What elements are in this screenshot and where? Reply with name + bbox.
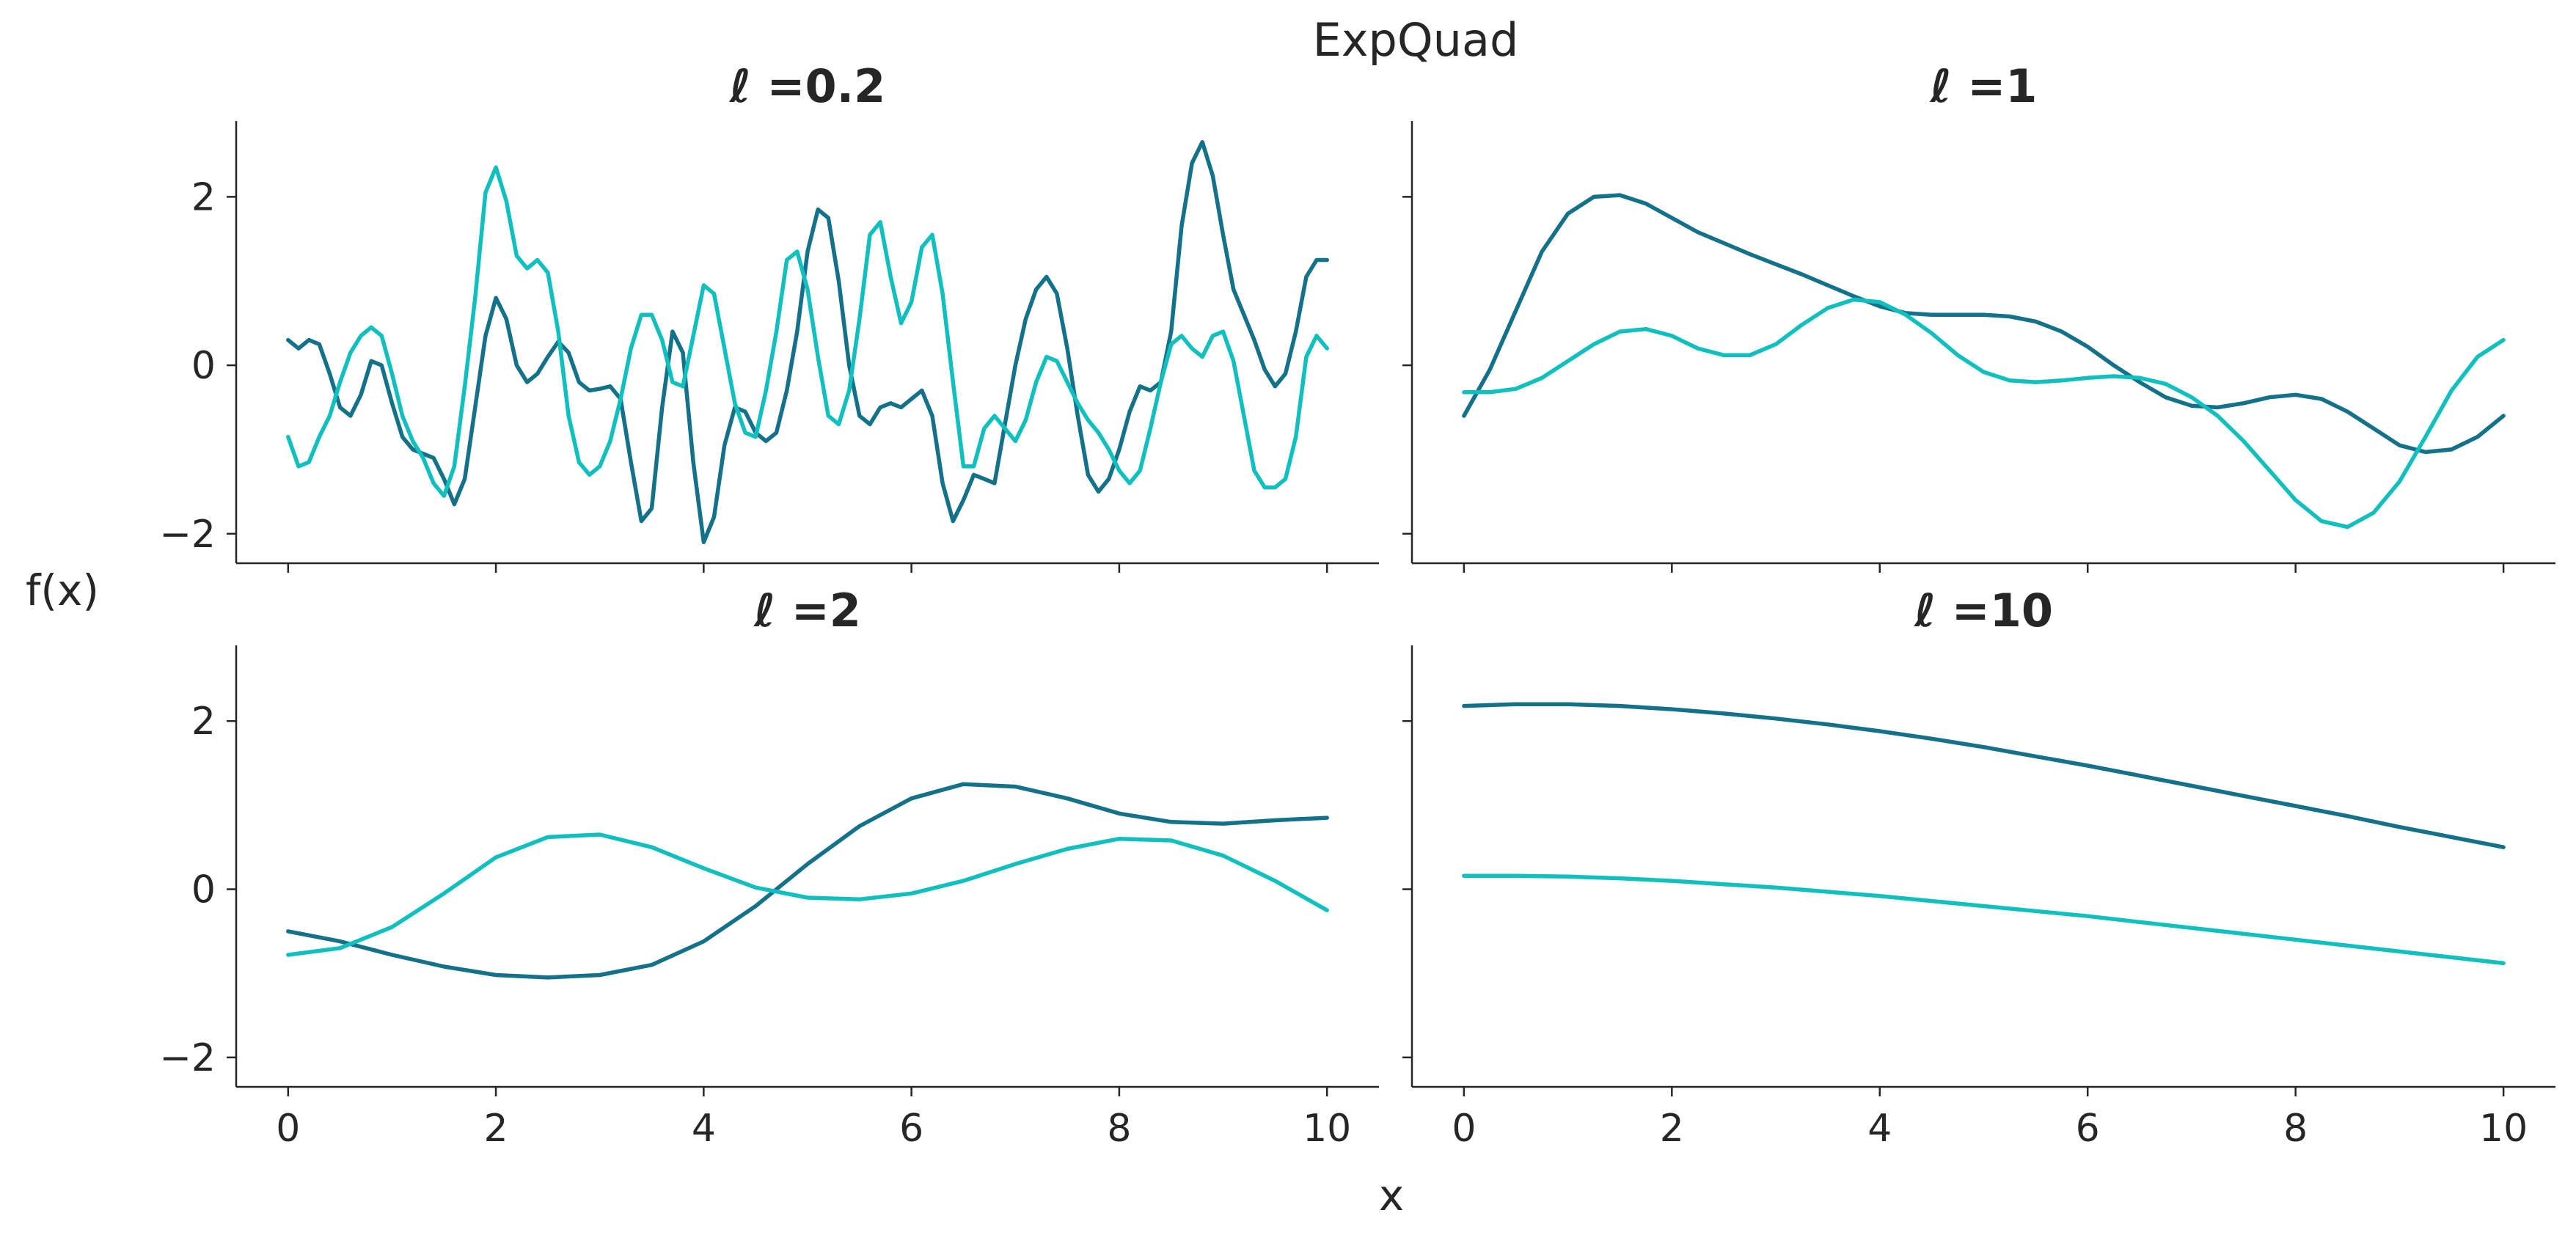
x-axis-label: x bbox=[1379, 1170, 1404, 1220]
panel-3-x-tick-label: 2 bbox=[1660, 1107, 1684, 1151]
panel-2-series-1-line bbox=[286, 832, 1329, 957]
panel-3-title: ℓ =10 bbox=[1914, 584, 2053, 637]
panel-0-y-tick-label: 0 bbox=[191, 344, 216, 388]
figure-title: ExpQuad bbox=[1313, 13, 1519, 67]
panel-0: ℓ =0.2 −2 0 2 bbox=[159, 59, 1379, 573]
panel-3-x-tick-label: 4 bbox=[1867, 1107, 1892, 1151]
panel-0-y-tick-label: 2 bbox=[191, 175, 216, 219]
panel-2-title: ℓ =2 bbox=[753, 584, 861, 637]
panel-2-x-tick-label: 4 bbox=[692, 1107, 716, 1151]
panel-0-title: ℓ =0.2 bbox=[729, 59, 886, 113]
panel-2: ℓ =2 −2 0 2 0 2 4 6 8 10 bbox=[159, 584, 1379, 1151]
panel-3-x-tick-label: 6 bbox=[2076, 1107, 2100, 1151]
panel-2-x-tick-label: 10 bbox=[1303, 1107, 1351, 1151]
panel-0-series-1-line bbox=[286, 165, 1329, 498]
panel-2-y-tick-label: −2 bbox=[159, 1036, 216, 1080]
panel-1-title: ℓ =1 bbox=[1930, 59, 2038, 113]
panel-1-series-0-line bbox=[1462, 193, 2506, 455]
panel-3-x-tick-label: 0 bbox=[1452, 1107, 1476, 1151]
panel-3-x-tick-label: 8 bbox=[2283, 1107, 2308, 1151]
panel-0-y-tick-label: −2 bbox=[159, 513, 216, 557]
panel-2-y-tick-label: 2 bbox=[191, 700, 216, 744]
panel-3-series-1-line bbox=[1462, 873, 2506, 966]
panel-1-series-1-line bbox=[1462, 297, 2506, 529]
panel-3: ℓ =10 0 2 4 6 8 10 bbox=[1402, 584, 2555, 1151]
y-axis-label: f(x) bbox=[26, 565, 99, 615]
panel-2-x-tick-label: 6 bbox=[899, 1107, 923, 1151]
panel-3-series-0-line bbox=[1462, 702, 2506, 849]
panel-2-x-tick-label: 0 bbox=[276, 1107, 300, 1151]
panel-2-x-tick-label: 2 bbox=[484, 1107, 508, 1151]
panel-3-x-tick-label: 10 bbox=[2479, 1107, 2528, 1151]
panel-1: ℓ =1 bbox=[1402, 59, 2555, 573]
panel-2-series-0-line bbox=[286, 782, 1329, 980]
panel-2-x-tick-label: 8 bbox=[1107, 1107, 1131, 1151]
panel-0-series-0-line bbox=[286, 139, 1329, 545]
panel-2-y-tick-label: 0 bbox=[191, 868, 216, 912]
